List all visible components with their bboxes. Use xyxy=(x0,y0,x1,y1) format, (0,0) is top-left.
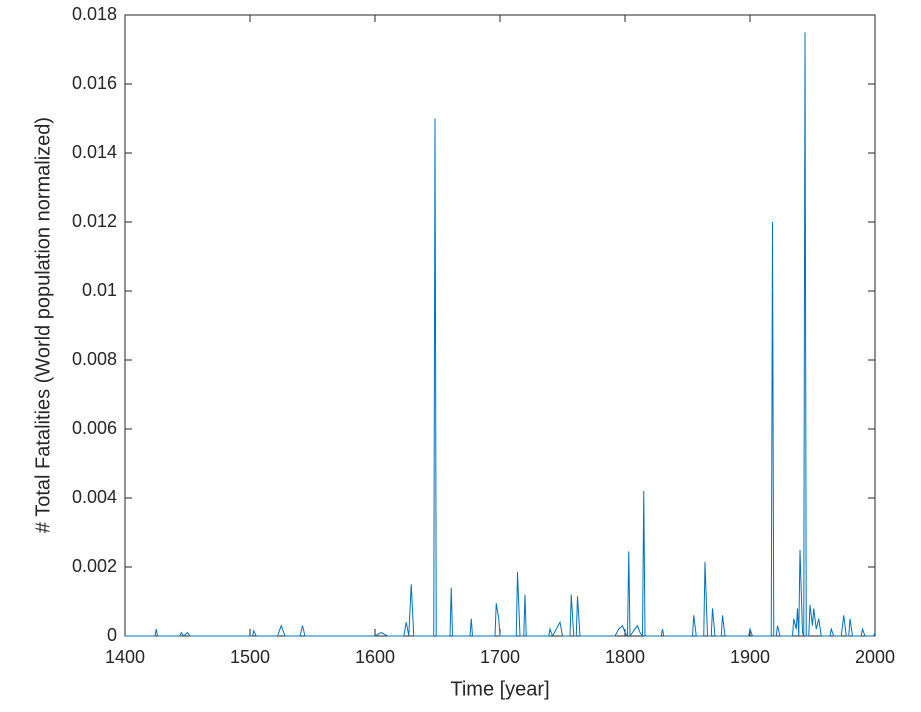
x-tick-label: 2000 xyxy=(855,647,895,667)
x-tick-label: 1400 xyxy=(105,647,145,667)
x-tick-label: 1500 xyxy=(230,647,270,667)
y-tick-label: 0.016 xyxy=(72,73,117,93)
x-tick-label: 1600 xyxy=(355,647,395,667)
data-line xyxy=(125,32,876,638)
y-tick-label: 0.01 xyxy=(82,280,117,300)
y-tick-label: 0.008 xyxy=(72,349,117,369)
plot-box xyxy=(124,14,876,637)
y-tick-label: 0.006 xyxy=(72,418,117,438)
y-tick-label: 0 xyxy=(107,625,117,645)
y-tick-label: 0.018 xyxy=(72,4,117,24)
y-tick-label: 0.002 xyxy=(72,556,117,576)
x-tick-label: 1800 xyxy=(605,647,645,667)
x-tick-label: 1700 xyxy=(480,647,520,667)
y-axis-label: # Total Fatalities (World population nor… xyxy=(32,117,54,533)
x-axis-label: Time [year] xyxy=(450,678,549,700)
y-tick-label: 0.012 xyxy=(72,211,117,231)
y-tick-label: 0.014 xyxy=(72,142,117,162)
y-tick-label: 0.004 xyxy=(72,487,117,507)
x-tick-label: 1900 xyxy=(730,647,770,667)
